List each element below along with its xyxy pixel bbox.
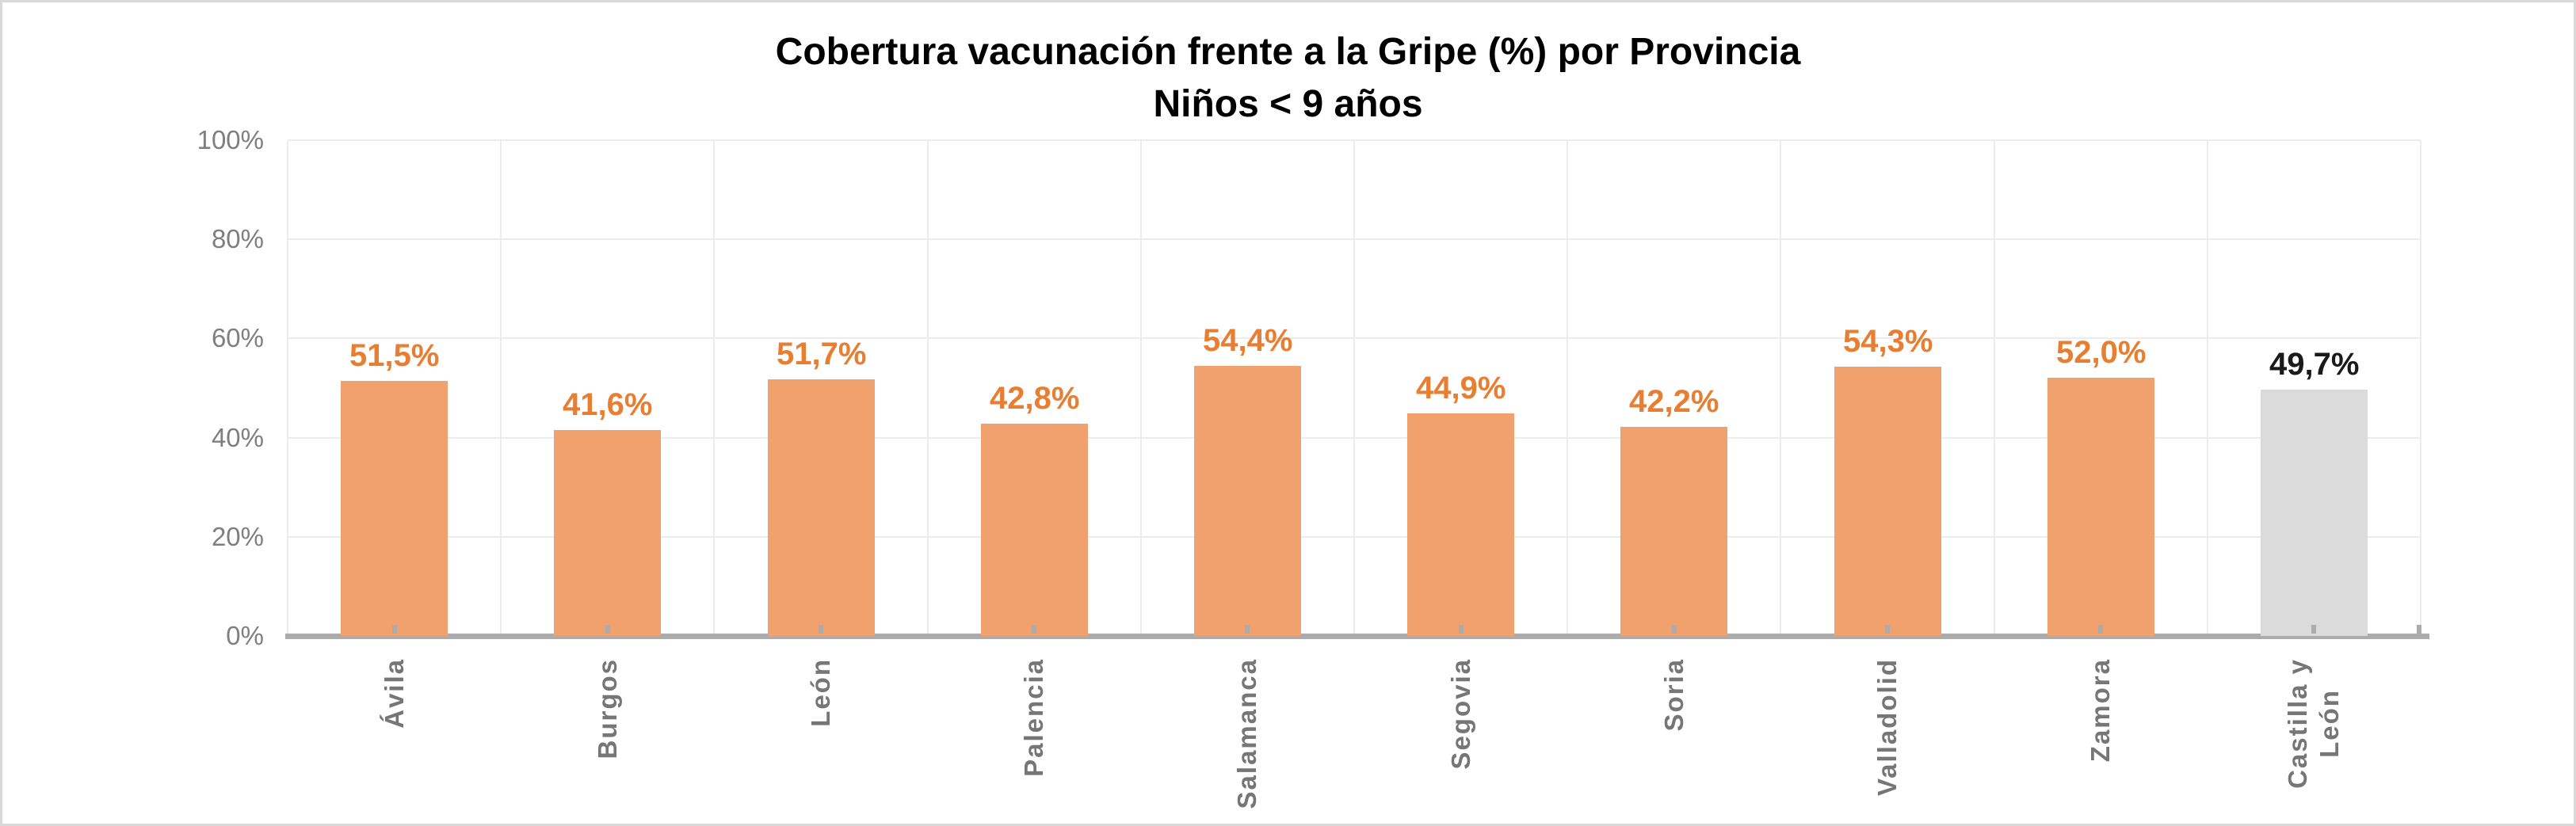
category-axis-label: Burgos	[593, 658, 622, 759]
x-axis-end-tick	[2417, 625, 2421, 639]
bar-value-label: 49,7%	[2269, 347, 2360, 382]
x-axis-tick	[1459, 625, 1464, 634]
gridline-vertical	[713, 140, 715, 636]
category-axis-label: Castilla y León	[2283, 658, 2344, 789]
category-axis-label: Segovia	[1446, 658, 1475, 770]
bar-value-label: 44,9%	[1416, 371, 1506, 405]
y-axis-tick-label: 60%	[211, 323, 264, 352]
gridline-vertical	[1567, 140, 1568, 636]
category-axis-label: Palencia	[1019, 658, 1048, 777]
category-axis-label: Zamora	[2086, 658, 2115, 763]
y-axis-tick-label: 20%	[211, 522, 264, 551]
bar-value-label: 51,7%	[777, 337, 867, 371]
gridline-vertical	[500, 140, 502, 636]
x-axis-tick	[2311, 625, 2316, 634]
x-axis-tick	[605, 625, 610, 634]
bar-value-label: 51,5%	[349, 338, 440, 373]
x-axis-tick	[392, 625, 397, 634]
gridline-vertical	[287, 140, 288, 636]
bar-value-label: 54,4%	[1203, 323, 1293, 358]
bar-value-label: 52,0%	[2056, 335, 2147, 370]
bar	[2047, 378, 2154, 636]
category-axis-label: Salamanca	[1232, 658, 1261, 809]
x-axis-tick	[2098, 625, 2103, 634]
bar	[1834, 367, 1941, 636]
bar	[1407, 413, 1514, 636]
gridline-vertical	[1353, 140, 1355, 636]
gridline-vertical	[1140, 140, 1142, 636]
bar	[554, 430, 661, 636]
bar-value-label: 42,8%	[990, 381, 1080, 416]
gridline-vertical	[1780, 140, 1781, 636]
y-axis-tick-label: 100%	[197, 125, 264, 154]
category-axis-label: Soria	[1659, 658, 1689, 732]
bar	[2261, 390, 2368, 636]
gridline-vertical	[2207, 140, 2208, 636]
bar-value-label: 54,3%	[1843, 324, 1933, 359]
chart-title: Cobertura vacunación frente a la Gripe (…	[2, 26, 2574, 131]
x-axis-tick	[1032, 625, 1036, 634]
y-axis-tick-label: 0%	[226, 621, 264, 650]
chart-title-line2: Niños < 9 años	[1153, 83, 1423, 125]
x-axis-tick	[1885, 625, 1890, 634]
category-axis-label: Ávila	[380, 658, 409, 729]
y-axis-tick-label: 40%	[211, 423, 264, 452]
x-axis-tick	[819, 625, 823, 634]
bar-value-label: 41,6%	[563, 387, 653, 422]
gridline-vertical	[927, 140, 929, 636]
bar-value-label: 42,2%	[1629, 384, 1719, 419]
category-axis-label: Valladolid	[1872, 658, 1902, 797]
chart-title-line1: Cobertura vacunación frente a la Gripe (…	[775, 31, 1801, 73]
x-axis-tick	[1245, 625, 1250, 634]
x-axis-line	[285, 634, 2429, 639]
category-axis-label: León	[806, 658, 835, 727]
gridline-vertical	[1994, 140, 1995, 636]
gridline-vertical	[2420, 140, 2421, 636]
y-axis-tick-label: 80%	[211, 224, 264, 253]
bar	[1620, 427, 1727, 636]
bar	[981, 424, 1088, 636]
bar	[341, 381, 448, 636]
bar	[768, 379, 875, 636]
x-axis-tick	[1672, 625, 1677, 634]
bar	[1194, 366, 1301, 636]
